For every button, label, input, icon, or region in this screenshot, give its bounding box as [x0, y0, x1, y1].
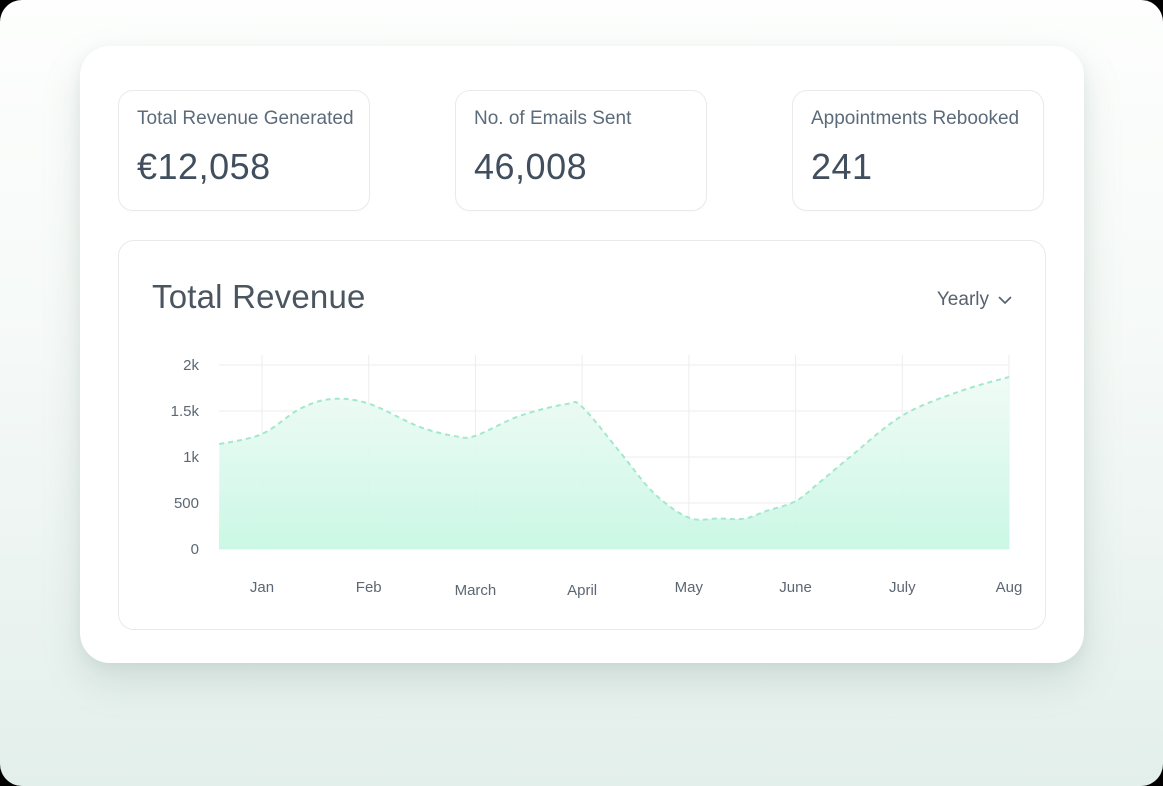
stat-label: No. of Emails Sent — [474, 108, 632, 129]
revenue-area-chart: 0 500 1k 1.5k 2k Jan Feb March April May June July A… — [171, 355, 1023, 599]
x-axis-label: May — [675, 579, 704, 596]
revenue-area-fill — [219, 377, 1009, 549]
stat-card-appointments-rebooked: Appointments Rebooked 241 — [792, 90, 1044, 211]
stat-value: €12,058 — [137, 145, 271, 187]
total-revenue-chart-card: Total Revenue Yearly 0 500 1k 1.5k 2k Jan Feb M… — [118, 240, 1046, 630]
stat-value: 46,008 — [474, 145, 588, 187]
stat-label: Appointments Rebooked — [811, 108, 1020, 129]
x-axis-label: July — [889, 579, 916, 596]
stat-value: 241 — [811, 145, 873, 187]
x-axis-label: Jan — [250, 579, 274, 596]
x-axis-label: Aug — [996, 579, 1023, 596]
y-axis-tick-label: 1.5k — [171, 403, 200, 420]
chevron-down-icon — [998, 296, 1012, 304]
y-axis-tick-label: 0 — [191, 541, 199, 558]
y-axis-tick-label: 2k — [183, 357, 199, 374]
stat-label: Total Revenue Generated — [137, 108, 354, 129]
period-selector-dropdown[interactable]: Yearly — [937, 289, 1012, 311]
chart-title: Total Revenue — [152, 278, 366, 315]
stat-card-emails-sent: No. of Emails Sent 46,008 — [455, 90, 707, 211]
main-card: Total Revenue Generated €12,058 No. of E… — [80, 46, 1084, 663]
x-axis-label: April — [567, 582, 597, 599]
stat-card-total-revenue: Total Revenue Generated €12,058 — [118, 90, 370, 211]
x-axis-label: Feb — [356, 579, 382, 596]
y-axis-tick-label: 500 — [174, 495, 199, 512]
revenue-dashed-line — [219, 376, 1010, 521]
x-axis-label: March — [455, 582, 497, 599]
period-selector-value: Yearly — [936, 289, 989, 310]
y-axis-tick-label: 1k — [183, 449, 199, 466]
x-axis-label: June — [779, 579, 812, 596]
